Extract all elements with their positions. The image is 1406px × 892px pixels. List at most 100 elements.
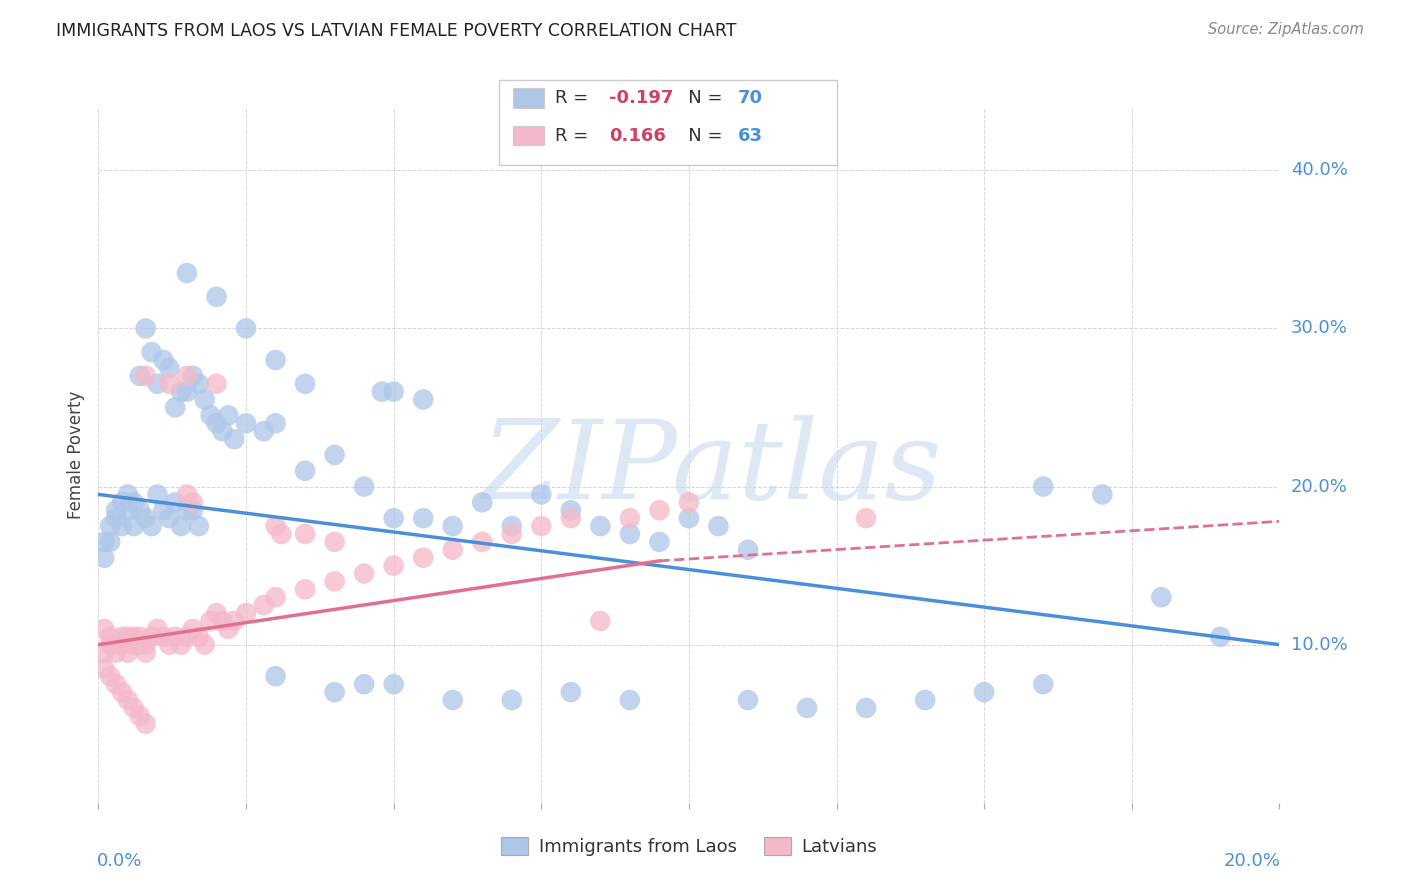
- Point: [194, 392, 217, 407]
- Point: [737, 693, 759, 707]
- Point: [441, 542, 464, 557]
- Point: [323, 685, 346, 699]
- Point: [122, 519, 145, 533]
- Text: 63: 63: [738, 127, 763, 145]
- Point: [200, 409, 222, 423]
- Point: [323, 448, 346, 462]
- Point: [98, 638, 121, 652]
- Point: [1209, 630, 1232, 644]
- Point: [211, 614, 233, 628]
- Point: [128, 708, 150, 723]
- Text: Source: ZipAtlas.com: Source: ZipAtlas.com: [1208, 22, 1364, 37]
- Point: [224, 614, 246, 628]
- Point: [441, 693, 464, 707]
- Point: [105, 638, 128, 652]
- Text: 20.0%: 20.0%: [1223, 852, 1281, 870]
- Point: [98, 669, 121, 683]
- Point: [264, 591, 287, 605]
- Point: [135, 646, 157, 660]
- Point: [560, 503, 582, 517]
- Point: [157, 511, 180, 525]
- Point: [157, 638, 180, 652]
- Point: [855, 701, 877, 715]
- Point: [105, 511, 128, 525]
- Point: [93, 622, 115, 636]
- Point: [441, 519, 464, 533]
- Text: ZIPatlas: ZIPatlas: [482, 415, 943, 523]
- Point: [253, 424, 276, 438]
- Point: [678, 495, 700, 509]
- Point: [181, 368, 204, 383]
- Point: [181, 495, 204, 509]
- Point: [105, 677, 128, 691]
- Point: [217, 622, 239, 636]
- Point: [211, 424, 233, 438]
- Point: [165, 630, 187, 644]
- Point: [619, 511, 641, 525]
- Point: [117, 487, 139, 501]
- Point: [128, 630, 150, 644]
- Point: [648, 534, 671, 549]
- Point: [111, 495, 134, 509]
- Point: [152, 503, 174, 517]
- Point: [294, 582, 316, 597]
- Point: [412, 392, 434, 407]
- Point: [264, 669, 287, 683]
- Point: [501, 527, 523, 541]
- Point: [264, 353, 287, 368]
- Point: [560, 511, 582, 525]
- Point: [170, 384, 193, 399]
- Point: [253, 598, 276, 612]
- Point: [530, 487, 553, 501]
- Point: [471, 534, 494, 549]
- Text: 30.0%: 30.0%: [1291, 319, 1347, 337]
- Legend: Immigrants from Laos, Latvians: Immigrants from Laos, Latvians: [494, 830, 884, 863]
- Text: -0.197: -0.197: [609, 89, 673, 107]
- Point: [176, 487, 198, 501]
- Point: [264, 519, 287, 533]
- Point: [224, 432, 246, 446]
- Point: [914, 693, 936, 707]
- Point: [294, 376, 316, 391]
- Point: [200, 614, 222, 628]
- Point: [135, 716, 157, 731]
- Point: [371, 384, 394, 399]
- Point: [181, 503, 204, 517]
- Text: N =: N =: [671, 127, 728, 145]
- Point: [141, 519, 163, 533]
- Point: [382, 558, 405, 573]
- Point: [98, 630, 121, 644]
- Point: [111, 519, 134, 533]
- Point: [135, 368, 157, 383]
- Point: [141, 345, 163, 359]
- Text: 40.0%: 40.0%: [1291, 161, 1347, 179]
- Point: [1032, 479, 1054, 493]
- Point: [122, 701, 145, 715]
- Point: [157, 360, 180, 375]
- Point: [135, 321, 157, 335]
- Point: [122, 630, 145, 644]
- Text: R =: R =: [555, 89, 595, 107]
- Point: [187, 376, 209, 391]
- Point: [678, 511, 700, 525]
- Point: [176, 368, 198, 383]
- Point: [181, 622, 204, 636]
- Point: [117, 693, 139, 707]
- Point: [560, 685, 582, 699]
- Point: [146, 487, 169, 501]
- Point: [111, 638, 134, 652]
- Point: [619, 527, 641, 541]
- Point: [194, 638, 217, 652]
- Point: [205, 417, 228, 431]
- Point: [128, 638, 150, 652]
- Point: [165, 495, 187, 509]
- Point: [471, 495, 494, 509]
- Point: [707, 519, 730, 533]
- Point: [117, 503, 139, 517]
- Point: [157, 376, 180, 391]
- Point: [412, 550, 434, 565]
- Point: [235, 321, 257, 335]
- Point: [353, 479, 375, 493]
- Point: [270, 527, 292, 541]
- Point: [176, 266, 198, 280]
